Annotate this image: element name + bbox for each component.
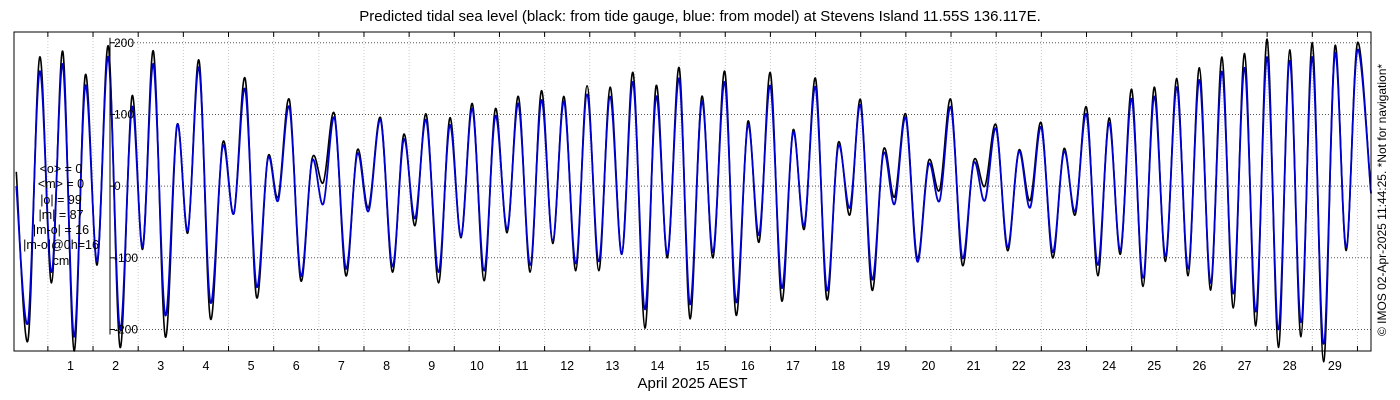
series-lines: [15, 38, 1372, 363]
x-tick-label: 9: [428, 359, 435, 373]
x-tick-label: 11: [516, 359, 529, 373]
x-tick-label: 14: [651, 359, 665, 373]
grid-lines: [47, 32, 1371, 351]
x-tick-label: 1: [67, 359, 74, 373]
x-tick-label: 5: [248, 359, 255, 373]
x-tick-label: 12: [560, 359, 574, 373]
x-tick-label: 28: [1283, 359, 1297, 373]
x-tick-label: 4: [202, 359, 209, 373]
x-tick-label: 15: [696, 359, 710, 373]
x-tick-label: 19: [876, 359, 890, 373]
stat-abs-observed: |o| = 99: [40, 192, 82, 207]
x-tick-label: 18: [831, 359, 845, 373]
x-tick-label: 16: [741, 359, 755, 373]
x-tick-label: 24: [1102, 359, 1116, 373]
stat-mean-observed: <o> = 0: [39, 162, 83, 176]
stat-mean-model: <m> = 0: [37, 177, 85, 192]
chart-title: Predicted tidal sea level (black: from t…: [359, 8, 1041, 25]
plot-frame: [13, 31, 1372, 352]
y-tick-label: 200: [114, 36, 134, 50]
x-tick-label: 7: [338, 359, 345, 373]
stat-abs-diff: |m-o| = 16: [32, 223, 90, 238]
x-tick-label: 25: [1147, 359, 1161, 373]
series-line-gauge: [15, 38, 1372, 363]
series-line-model: [15, 48, 1372, 345]
x-tick-label: 23: [1057, 359, 1071, 373]
y-tick-label: 100: [114, 107, 134, 121]
x-tick-label: 27: [1238, 359, 1252, 373]
x-tick-label: 3: [157, 359, 164, 373]
x-tick-label: 22: [1012, 359, 1026, 373]
x-tick-label: 8: [383, 359, 390, 373]
x-tick-label: 26: [1192, 359, 1206, 373]
credit-text: © IMOS 02-Apr-2025 11:44:25. *Not for na…: [1375, 63, 1389, 337]
y-tick-label: 0: [114, 179, 121, 193]
x-tick-label: 29: [1328, 359, 1342, 373]
x-tick-label: 21: [967, 359, 981, 373]
stats-panel: <o> = 0 <m> = 0 |o| = 99 |m| = 87 |m-o| …: [6, 162, 116, 269]
x-tick-label: 13: [605, 359, 619, 373]
x-tick-label: 2: [112, 359, 119, 373]
stat-abs-diff-0h: |m-o|@0h=16: [23, 238, 99, 253]
y-tick-label: -200: [114, 322, 138, 336]
x-tick-label: 10: [470, 359, 484, 373]
y-tick-label: -100: [114, 251, 138, 265]
x-tick-label: 17: [786, 359, 800, 373]
x-tick-label: 20: [921, 359, 935, 373]
x-axis-label: April 2025 AEST: [637, 375, 748, 392]
stat-abs-model: |m| = 87: [38, 207, 84, 222]
stat-unit: cm: [52, 253, 70, 268]
x-tick-label: 6: [293, 359, 300, 373]
